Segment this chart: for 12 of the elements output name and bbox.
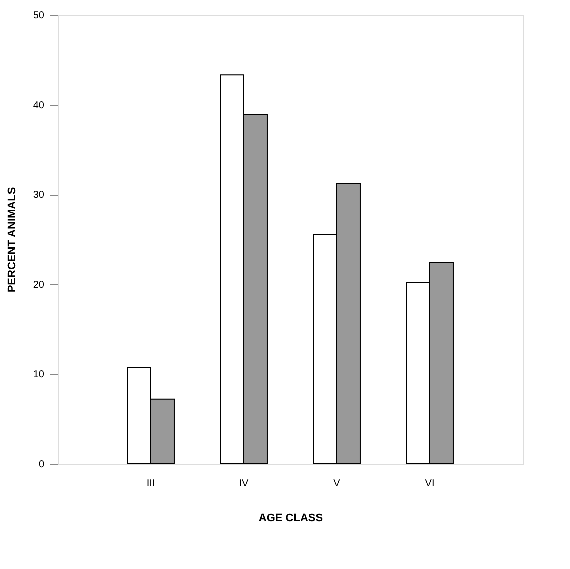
x-tick-label: V: [334, 478, 341, 490]
x-tick-label: IV: [239, 478, 250, 490]
x-tick-label: III: [146, 478, 156, 490]
x-tick-label: VI: [425, 478, 435, 490]
y-tick-label: 0: [38, 460, 45, 470]
y-tick-label: 20: [33, 280, 45, 291]
y-axis-title: PERCENT ANIMALS: [6, 187, 18, 293]
y-tick-label: 50: [33, 10, 45, 22]
y-tick-label: 10: [33, 370, 45, 381]
x-axis-title: AGE CLASS: [258, 512, 324, 524]
y-tick-label: 30: [33, 190, 45, 202]
y-tick-label: 40: [33, 100, 45, 112]
